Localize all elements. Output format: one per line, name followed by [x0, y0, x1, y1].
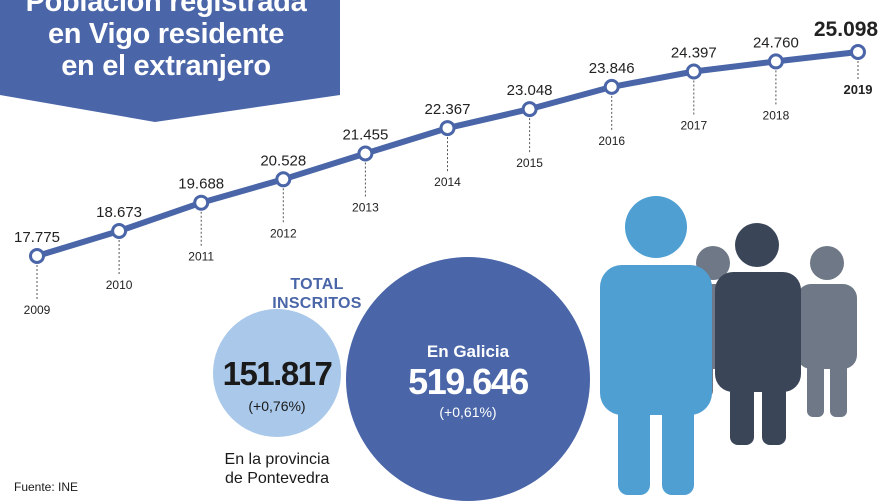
value-label: 22.367 — [425, 101, 471, 118]
province-label: En la provincia de Pontevedra — [200, 450, 354, 488]
year-label: 2013 — [352, 200, 379, 214]
data-point — [357, 145, 374, 162]
totals-heading: TOTAL INSCRITOS — [262, 275, 372, 313]
data-point — [603, 78, 620, 95]
year-labels: 2009 2010 2011 2012 2013 2014 2015 2016 2017 2018… — [24, 82, 873, 317]
data-point — [767, 53, 784, 70]
year-label: 2012 — [270, 226, 297, 240]
value-label: 17.775 — [14, 229, 60, 246]
person-back-right-icon — [797, 246, 857, 417]
drop-lines — [36, 61, 859, 301]
value-label: 24.397 — [671, 45, 717, 62]
year-label: 2018 — [763, 108, 790, 122]
province-label-line-2: de Pontevedra — [224, 470, 330, 487]
data-point — [193, 194, 210, 211]
province-label-line-1: En la provincia — [224, 451, 330, 468]
value-label: 23.846 — [589, 60, 635, 77]
chart-title: Población registrada en Vigo residente e… — [6, 0, 326, 82]
year-label: 2010 — [106, 278, 133, 292]
data-point — [850, 44, 866, 60]
galicia-change: (+0,61%) — [439, 404, 497, 420]
data-point — [685, 63, 702, 80]
year-label: 2009 — [24, 303, 51, 317]
value-label: 19.688 — [178, 176, 224, 193]
year-label: 2017 — [680, 119, 707, 133]
value-label: 18.673 — [96, 204, 142, 221]
galicia-circle — [346, 257, 590, 501]
value-label: 23.048 — [507, 82, 553, 99]
galicia-value: 519.646 — [408, 361, 529, 402]
value-label: 24.760 — [753, 34, 799, 51]
totals-heading-line-1: TOTAL — [290, 276, 344, 293]
person-front-icon — [600, 196, 712, 495]
data-points — [29, 44, 866, 264]
data-point — [521, 101, 538, 118]
value-label: 21.455 — [342, 126, 388, 143]
title-banner-shape — [0, 0, 340, 122]
province-change: (+0,76%) — [248, 398, 306, 414]
title-line-2: en Vigo residente — [47, 18, 285, 50]
value-label: 25.098 — [814, 18, 879, 41]
year-label: 2014 — [434, 175, 461, 189]
title-line-3: en el extranjero — [61, 50, 271, 82]
year-label: 2019 — [844, 82, 873, 97]
year-label: 2015 — [516, 156, 543, 170]
data-point — [275, 171, 292, 188]
value-label: 20.528 — [260, 152, 306, 169]
people-group-icon — [600, 196, 857, 495]
year-label: 2016 — [598, 134, 625, 148]
totals-heading-line-2: INSCRITOS — [272, 295, 362, 312]
data-point — [111, 222, 128, 239]
value-labels: 17.775 18.673 19.688 20.528 21.455 22.367 23.0… — [14, 18, 878, 246]
person-middle-icon — [715, 223, 801, 445]
province-value: 151.817 — [222, 355, 333, 392]
title-line-1: Población registrada — [25, 0, 307, 18]
source-note: Fuente: INE — [14, 480, 79, 494]
data-point — [439, 120, 456, 137]
province-circle — [213, 309, 341, 437]
year-label: 2011 — [188, 250, 214, 264]
title-banner — [0, 0, 340, 122]
galicia-label: En Galicia — [426, 342, 510, 361]
data-point — [29, 248, 45, 264]
